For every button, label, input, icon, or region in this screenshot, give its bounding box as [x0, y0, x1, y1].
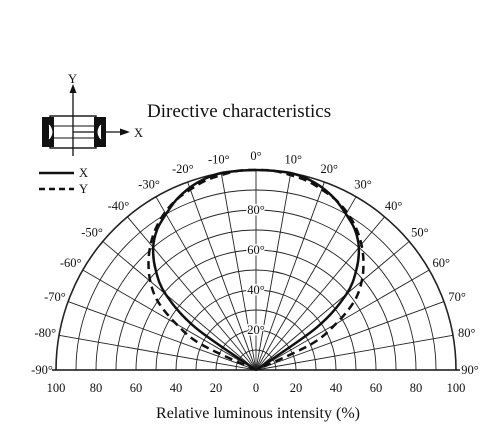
axis-tick-label: 80	[90, 381, 103, 395]
legend: X Y	[39, 166, 88, 196]
y-axis-arrowhead	[69, 84, 77, 93]
grid-radial-line	[255, 334, 454, 371]
series-layer	[147, 168, 365, 372]
radial-tick-label: 40°	[247, 283, 265, 297]
axis-tick-label: 20	[290, 381, 303, 395]
x-axis-arrowhead	[120, 128, 130, 136]
grid-radial-line	[220, 172, 257, 371]
angle-tick-label: 90°	[461, 363, 479, 377]
angle-tick-label: -20°	[172, 162, 194, 176]
grid-radial-line	[187, 181, 257, 371]
angle-tick-label: -60°	[60, 256, 82, 270]
grid-radial-line	[255, 172, 292, 371]
angle-tick-label: 80°	[458, 326, 476, 340]
axis-tick-label: 100	[447, 381, 466, 395]
axis-tick-label: 60	[370, 381, 383, 395]
angle-tick-label: -90°	[31, 363, 53, 377]
grid-radial-line	[58, 334, 257, 371]
series-line-y	[147, 168, 365, 372]
angle-tick-label: -80°	[34, 326, 56, 340]
grid-radial-line	[155, 196, 257, 371]
grid-radial-line	[127, 216, 257, 371]
x-axis-label: Relative luminous intensity (%)	[156, 405, 360, 422]
angle-tick-label: 40°	[385, 199, 403, 213]
component-axis-diagram: Y X	[42, 72, 143, 156]
tick-labels: -90° -80° -70° -60° -50° -40° -30° -20° -10° 0° 10…	[31, 149, 479, 395]
grid-radial-line	[255, 181, 325, 371]
axis-tick-label: 0	[253, 381, 259, 395]
axis-tick-label: 100	[47, 381, 66, 395]
grid-radial-line	[82, 269, 257, 371]
component-left-notch	[48, 124, 53, 140]
radial-tick-label: 20°	[247, 323, 265, 337]
component-left-terminal	[42, 117, 54, 147]
angle-tick-label: -30°	[138, 178, 160, 192]
angle-tick-label: -70°	[44, 290, 66, 304]
chart-title: Directive characteristics	[147, 101, 331, 122]
axis-tick-label: 60	[130, 381, 143, 395]
angle-tick-label: 70°	[448, 290, 466, 304]
grid-radial-line	[255, 241, 410, 371]
angle-tick-label: 0°	[250, 149, 261, 163]
angle-tick-label: -10°	[208, 152, 230, 166]
grid-radial-line	[102, 241, 257, 371]
grid-radial-line	[255, 301, 445, 371]
axis-tick-label: 40	[170, 381, 183, 395]
series-line-x	[151, 168, 361, 372]
grid-radial-line	[255, 196, 357, 371]
radial-tick-label: 60°	[247, 243, 265, 257]
angle-tick-label: -40°	[108, 199, 130, 213]
angle-tick-label: 50°	[411, 225, 429, 239]
angle-tick-label: 20°	[320, 162, 338, 176]
diagram-axis-label-y: Y	[68, 72, 77, 86]
angle-tick-label: -50°	[81, 225, 103, 239]
polar-grid	[52, 169, 460, 371]
axis-tick-label: 20	[210, 381, 223, 395]
angle-tick-label: 10°	[284, 152, 302, 166]
axis-tick-label: 80	[410, 381, 423, 395]
grid-radial-line	[67, 301, 257, 371]
diagram-axis-label-x: X	[134, 126, 143, 140]
legend-label-y: Y	[79, 182, 88, 196]
grid-radial-line	[255, 216, 385, 371]
angle-tick-label: 60°	[433, 256, 451, 270]
axis-tick-label: 40	[330, 381, 343, 395]
grid-radial-line	[255, 269, 430, 371]
angle-tick-label: 30°	[354, 178, 372, 192]
legend-label-x: X	[79, 166, 88, 180]
component-right-notch	[97, 124, 102, 140]
radial-tick-label: 80°	[247, 203, 265, 217]
